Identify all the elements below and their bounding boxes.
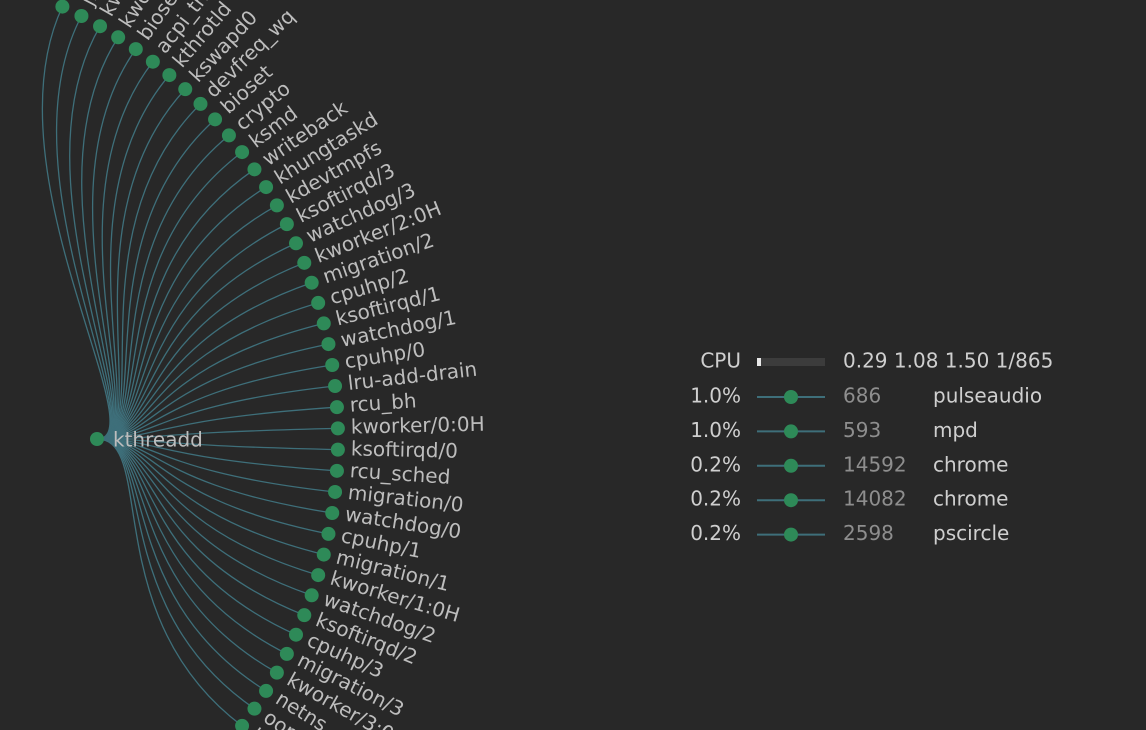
node-dot [259,180,274,195]
node-dot [247,701,262,716]
node-dot [55,0,70,14]
node-dot [325,357,340,372]
node-dot [330,421,345,436]
node-dot [145,54,160,69]
node-dot [259,683,274,698]
root-dot [90,432,104,446]
edge [96,438,255,710]
pid: 14592 [843,452,907,476]
edge [96,282,312,440]
edge [96,343,329,440]
edge [96,204,278,440]
edge [55,15,112,440]
node-dot [328,484,343,499]
node-dot [269,198,284,213]
node-dot [325,506,340,521]
edge [96,302,319,440]
node-dot [311,568,326,583]
process-dot [784,424,798,439]
cpu-percent: 0.2% [690,487,741,511]
process-dot [784,527,798,542]
process-name: chrome [933,452,1008,476]
node-dot [304,275,319,290]
node-dot [208,112,223,127]
edge [96,427,338,440]
cpu-percent: 0.2% [690,452,741,476]
node-dot [128,42,143,57]
edge [92,48,137,440]
node-dot [279,646,294,661]
process-dot [784,390,798,404]
edge [96,168,255,440]
node-dot [247,162,262,177]
node-dot [178,82,193,97]
node-dot [93,19,108,34]
node-dot [297,255,312,270]
cpu-percent: 1.0% [690,418,741,442]
pid: 2598 [843,521,894,545]
process-name: pscircle [933,521,1009,545]
cpu-bar-fill [757,358,761,366]
node-dot [329,463,344,478]
node-dot [74,8,89,23]
node-label: rcu_bh [349,388,417,416]
pid: 14082 [843,487,907,511]
node-dot [193,96,208,111]
node-label: kworker/0:0H [351,412,485,439]
nodes: kauditdjbd2/sda1-8kworker/u8:1kworker/u8… [55,0,485,730]
process-name: pulseaudio [933,384,1042,408]
node-dot [111,30,126,45]
node-dot [304,588,319,603]
node-dot [279,217,294,232]
process-dot [784,458,798,473]
edge [96,74,170,440]
node-dot [297,608,312,623]
node-dot [311,295,326,310]
cpu-percent: 1.0% [690,384,741,408]
node-dot [321,526,336,541]
process-name: chrome [933,487,1008,511]
pid: 593 [843,418,881,442]
pid: 686 [843,384,881,408]
node-dot [221,128,236,143]
top-panel: CPU 0.29 1.08 1.50 1/865 1.0% 686 pulseaud… [690,349,1053,546]
edge [96,438,243,727]
cpu-bar [757,358,825,366]
edge [96,242,297,440]
node-dot [330,442,345,457]
edge [69,25,113,440]
cpu-label: CPU [700,349,741,373]
node-dot [162,68,177,83]
edge [96,151,243,440]
process-dot [784,493,798,508]
node-dot [316,316,331,331]
node-dot [321,337,336,352]
node-dot [328,379,343,394]
edge [96,322,324,440]
node-dot [235,718,250,730]
node-dot [288,627,303,642]
root-label: kthreadd [113,428,203,452]
node-dot [316,547,331,562]
node-dot [269,665,284,680]
edge [81,36,119,440]
edges [41,6,338,727]
edge [96,223,288,440]
node-label: ksoftirqd/0 [351,436,459,462]
edge [96,262,305,440]
cpu-percent: 0.2% [690,521,741,545]
node-dot [235,145,250,160]
process-name: mpd [933,418,978,442]
node-dot [288,236,303,251]
edge [41,6,111,440]
edge [96,186,267,440]
load-average: 0.29 1.08 1.50 1/865 [843,349,1053,373]
node-dot [329,400,344,415]
edge [96,61,154,440]
